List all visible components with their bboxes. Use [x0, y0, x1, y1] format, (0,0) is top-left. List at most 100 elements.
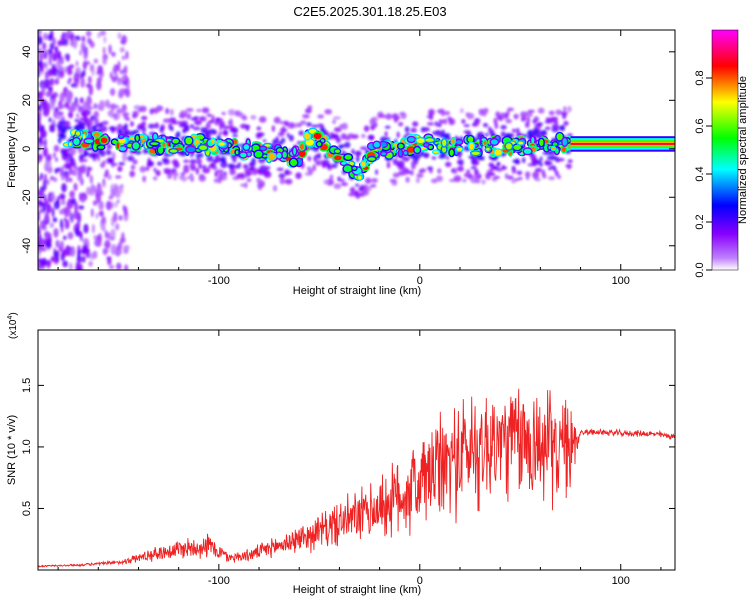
spectrogram-noise-blob: [278, 173, 286, 179]
spectrogram-noise-blob: [153, 167, 157, 173]
spectrogram-noise-blob: [351, 148, 355, 155]
spectrogram-noise-blob: [115, 201, 118, 208]
spectrogram-noise-blob: [362, 189, 370, 196]
spectrogram-noise-blob: [105, 171, 109, 176]
spectrogram-ridge-blob: [258, 145, 268, 152]
spectrogram-noise-blob: [68, 262, 73, 270]
spectrogram-noise-blob: [548, 110, 555, 116]
spectrogram-ridge-blob: [134, 133, 141, 143]
spectrogram-noise-blob: [340, 178, 345, 182]
spectrogram-noise-blob: [332, 116, 341, 120]
spectrogram-noise-blob: [51, 123, 55, 133]
spectrogram-noise-blob: [64, 31, 71, 38]
spectrogram-noise-blob: [180, 172, 186, 177]
spectrogram-noise-blob: [438, 119, 445, 124]
spectrogram-noise-blob: [554, 120, 559, 125]
spectrogram-ridge-blob: [67, 141, 74, 148]
spectrogram-noise-blob: [69, 64, 75, 69]
spectrogram-noise-blob: [64, 66, 68, 73]
spectrogram-ridge-blob: [351, 165, 358, 172]
spectrogram-noise-blob: [337, 176, 341, 182]
spectrogram-noise-blob: [311, 124, 319, 128]
spectrogram-noise-blob: [79, 192, 82, 202]
spectrogram-noise-blob: [481, 179, 486, 185]
spectrogram-noise-blob: [520, 115, 527, 121]
spectrogram-noise-blob: [52, 217, 58, 223]
spectrogram-noise-blob: [341, 122, 348, 130]
spectrogram-noise-blob: [240, 183, 246, 187]
spectrogram-ridge-blob: [397, 148, 404, 158]
spectrogram-noise-blob: [88, 260, 93, 267]
spectrogram-noise-blob: [507, 175, 514, 180]
spectrogram-noise-blob: [493, 117, 498, 125]
spectrogram-noise-blob: [85, 61, 91, 65]
spectrogram-x-ticks: -100 0 100: [57, 30, 662, 287]
spectrogram-noise-blob: [55, 157, 58, 162]
spectrogram-noise-blob: [56, 59, 62, 69]
spectrogram-noise-blob: [208, 128, 216, 135]
spectrogram-ridge-blob: [99, 136, 109, 145]
spectrogram-noise-blob: [114, 185, 119, 193]
spectrogram-noise-blob: [246, 171, 253, 177]
spectrogram-noise-blob: [116, 262, 122, 270]
spectrogram-noise-blob: [542, 129, 547, 135]
spectrogram-noise-blob: [91, 182, 94, 193]
spectrogram-noise-blob: [118, 88, 125, 98]
spectrogram-noise-blob: [96, 77, 103, 82]
spectrogram-noise-blob: [313, 155, 318, 162]
spectrogram-noise-blob: [340, 133, 347, 140]
spectrogram-noise-blob: [302, 114, 310, 119]
spectrogram-noise-blob: [132, 159, 138, 165]
spectrogram-noise-blob: [194, 120, 202, 126]
spectrogram-noise-blob: [204, 133, 212, 139]
spectrogram-noise-blob: [84, 109, 92, 116]
spectrogram-noise-blob: [45, 102, 51, 113]
spectrogram-noise-blob: [104, 230, 108, 239]
spectrogram-noise-blob: [426, 122, 435, 126]
spectrogram-noise-blob: [199, 116, 207, 122]
spectrogram-noise-blob: [42, 32, 48, 41]
spectrogram-ridge-blob: [117, 133, 125, 140]
spectrogram-noise-blob: [365, 177, 372, 184]
spectrogram-ridge-blob: [74, 129, 82, 137]
spectrogram-noise-blob: [286, 132, 290, 138]
spectrogram-ridge-blob: [555, 131, 565, 142]
spectrogram-noise-blob: [132, 110, 139, 118]
spectrogram-noise-blob: [67, 231, 74, 240]
spectrogram-noise-blob: [174, 172, 179, 176]
spectrogram-noise-blob: [110, 126, 116, 134]
spectrogram-noise-blob: [103, 36, 107, 44]
spectrogram-noise-blob: [162, 118, 171, 123]
spectrogram-noise-blob: [50, 99, 55, 110]
spectrogram-panel: -100 0 100 -40 -20 0 20 40 Height of straight …: [6, 29, 676, 297]
spectrogram-ridge-blob: [450, 136, 456, 146]
spectrogram-noise-blob: [212, 166, 218, 171]
spectrogram-noise-blob: [81, 158, 88, 162]
spectrogram-noise-blob: [38, 91, 43, 102]
spectrogram-noise-blob: [560, 124, 565, 132]
spectrogram-noise-blob: [139, 105, 147, 113]
spectrogram-noise-blob: [83, 223, 89, 234]
spectrogram-noise-blob: [64, 245, 71, 256]
spectrogram-noise-blob: [392, 172, 400, 178]
spectrogram-noise-blob: [218, 131, 223, 135]
spectrogram-noise-blob: [78, 205, 85, 210]
spectrogram-noise-blob: [111, 162, 118, 166]
spectrogram-noise-blob: [38, 211, 41, 222]
spectrogram-ridge-blob: [372, 140, 382, 149]
spectrogram-noise-blob: [548, 166, 552, 171]
spectrogram-noise-blob: [46, 203, 52, 214]
spectrogram-noise-blob: [459, 159, 464, 166]
spectrogram-noise-blob: [248, 162, 254, 167]
spectrogram-noise-blob: [368, 185, 372, 192]
spectrogram-noise-blob: [350, 186, 356, 192]
spectrogram-noise-blob: [537, 122, 543, 126]
spectrogram-noise-blob: [513, 113, 519, 120]
spectrogram-noise-blob: [369, 118, 376, 126]
spectrogram-noise-blob: [397, 165, 406, 171]
spectrogram-noise-blob: [415, 177, 420, 183]
spectrogram-noise-blob: [44, 138, 47, 148]
spectrogram-noise-blob: [339, 144, 346, 148]
spectrogram-noise-blob: [442, 134, 450, 140]
spectrogram-noise-blob: [505, 118, 512, 124]
